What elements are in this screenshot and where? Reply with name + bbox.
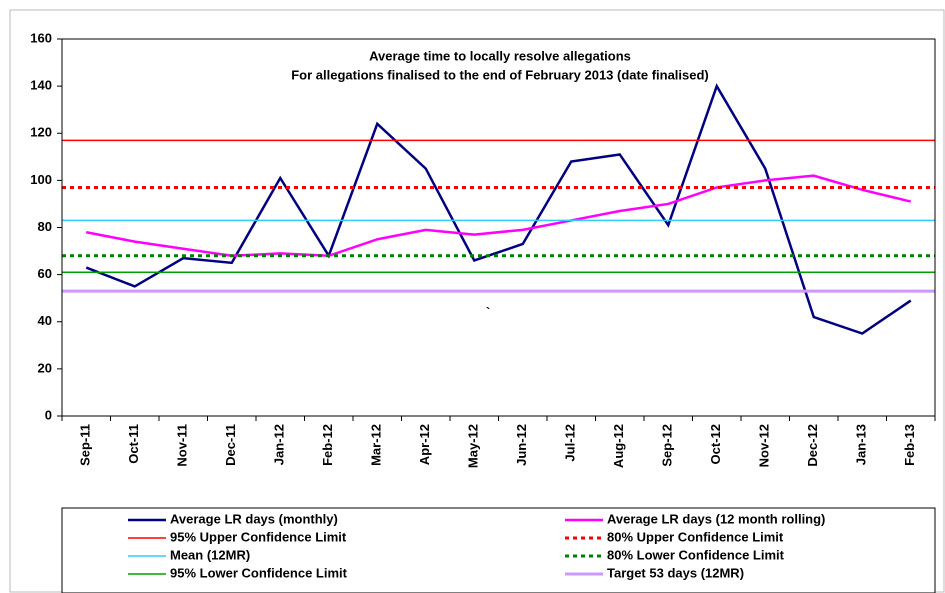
plot-frame [61,38,936,417]
y-tick-label: 40 [38,313,52,328]
legend-label: 95% Upper Confidence Limit [170,529,347,544]
x-tick-label: Sep-12 [660,424,675,467]
x-tick-label: Nov-11 [175,424,190,467]
x-tick-label: Jun-12 [514,424,529,466]
x-tick-label: Jan-13 [854,424,869,465]
x-tick-label: Sep-11 [78,424,93,466]
legend-label: 95% Lower Confidence Limit [170,565,348,580]
x-tick-label: Feb-12 [320,424,335,466]
legend-label: Average LR days (monthly) [170,511,338,526]
x-tick-label: Jan-12 [272,424,287,465]
legend-label: Mean (12MR) [170,547,250,562]
x-tick-label: Mar-12 [369,424,384,466]
legend-label: Target 53 days (12MR) [607,565,744,580]
x-tick-label: Oct-12 [708,424,723,464]
y-tick-label: 120 [30,125,52,140]
legend-box [61,507,936,593]
y-tick-label: 140 [30,78,52,93]
x-tick-label: Apr-12 [417,424,432,465]
chart-subtitle: For allegations finalised to the end of … [291,67,709,82]
legend-label: 80% Upper Confidence Limit [607,529,784,544]
x-tick-label: Feb-13 [902,424,917,466]
x-tick-label: Dec-11 [223,424,238,466]
legend-label: 80% Lower Confidence Limit [607,547,785,562]
y-tick-label: 0 [45,407,52,422]
y-tick-label: 160 [30,30,52,45]
x-tick-label: Jul-12 [563,424,578,462]
series-line [85,83,912,335]
x-tick-label: Aug-12 [611,424,626,468]
x-tick-label: Oct-11 [126,424,141,464]
x-tick-label: May-12 [466,424,481,468]
annotation: ` [486,304,490,319]
y-tick-label: 20 [38,360,52,375]
x-tick-label: Dec-12 [805,424,820,467]
y-tick-label: 60 [38,266,52,281]
y-tick-label: 80 [38,219,52,234]
chart-border [9,9,945,593]
chart-title: Average time to locally resolve allegati… [369,48,631,63]
legend-label: Average LR days (12 month rolling) [607,511,825,526]
x-tick-label: Nov-12 [757,424,772,467]
y-tick-label: 100 [30,172,52,187]
